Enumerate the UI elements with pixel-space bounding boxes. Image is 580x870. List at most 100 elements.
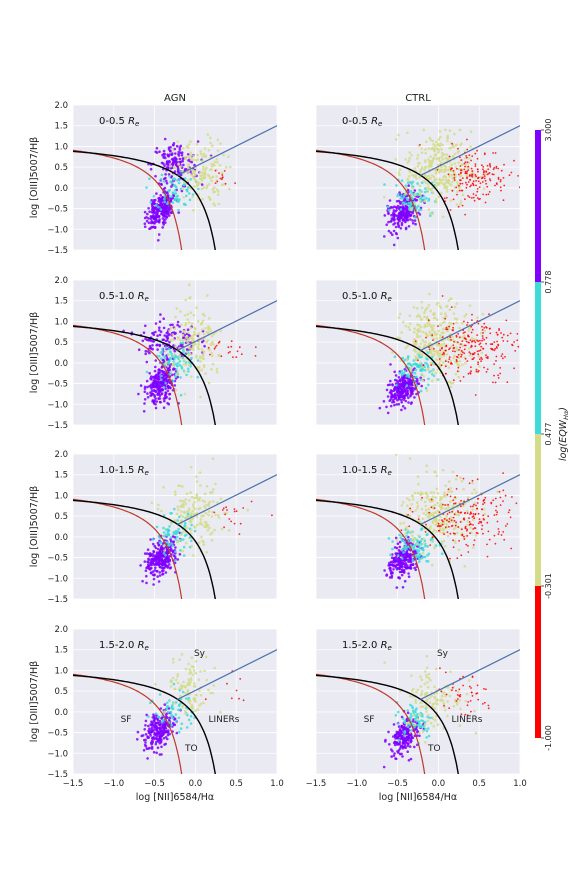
data-point [189, 529, 193, 532]
data-point [182, 358, 186, 362]
data-point [399, 536, 403, 540]
data-point [437, 524, 440, 527]
data-point [224, 182, 227, 185]
data-point [205, 166, 208, 170]
data-point [181, 356, 185, 360]
data-point [400, 223, 404, 227]
data-point [400, 194, 403, 197]
data-point [469, 526, 472, 529]
data-point [405, 534, 408, 538]
data-point [479, 182, 482, 185]
data-point [472, 353, 475, 356]
data-point [414, 537, 418, 541]
data-point [506, 523, 509, 525]
data-point [446, 493, 449, 496]
data-point [184, 541, 188, 545]
data-point [425, 175, 428, 178]
data-point [164, 557, 168, 560]
data-point [212, 684, 216, 687]
data-point [152, 549, 155, 553]
data-point [438, 498, 442, 502]
data-point [151, 339, 154, 343]
y-axis-label: log [OIII]5007/Hβ [29, 312, 40, 393]
y-tick-label: 0.0 [54, 533, 68, 543]
data-point [161, 338, 165, 342]
data-point [202, 332, 206, 336]
data-point [178, 658, 181, 661]
data-point [449, 557, 451, 560]
data-point [428, 370, 431, 374]
y-tick-label: 1.0 [54, 317, 68, 327]
data-point [192, 313, 196, 317]
data-point [489, 164, 491, 167]
data-point [447, 173, 450, 176]
data-point [162, 727, 165, 730]
data-point [218, 172, 220, 175]
data-point [474, 491, 478, 494]
data-point [424, 331, 427, 335]
data-point [164, 349, 168, 353]
data-point [236, 350, 239, 353]
data-point [152, 577, 156, 581]
data-point [409, 218, 412, 221]
data-point [438, 336, 442, 340]
data-point [407, 179, 410, 183]
data-point [451, 381, 455, 385]
data-point [473, 352, 476, 354]
data-point [461, 528, 463, 531]
data-point [420, 318, 423, 322]
data-point [201, 155, 204, 158]
data-point [230, 345, 233, 348]
data-point [145, 216, 148, 219]
data-point [193, 507, 197, 511]
data-point [179, 187, 183, 191]
data-point [482, 332, 484, 334]
region-label-sy: Sy [194, 649, 206, 659]
data-point [190, 356, 193, 360]
data-point [399, 390, 403, 393]
data-point [194, 660, 198, 663]
data-point [433, 311, 436, 315]
data-point [155, 209, 159, 213]
data-point [407, 175, 411, 178]
data-point [413, 219, 417, 222]
data-point [489, 343, 492, 345]
data-point [148, 552, 152, 555]
data-point [475, 370, 478, 373]
data-point [213, 528, 216, 532]
data-point [445, 185, 449, 189]
data-point [398, 191, 401, 194]
data-point [191, 168, 194, 172]
x-axis-label: log [NII]6584/Hα [136, 792, 214, 803]
data-point [445, 304, 449, 308]
data-point [179, 144, 183, 148]
data-point [166, 202, 169, 205]
data-point [475, 531, 478, 534]
data-point [186, 341, 189, 345]
data-point [153, 375, 156, 379]
data-point [220, 527, 224, 531]
data-point [406, 181, 410, 185]
data-point [171, 333, 175, 336]
data-point [186, 339, 189, 342]
data-point [161, 153, 164, 157]
data-point [448, 480, 451, 483]
data-point [437, 170, 441, 174]
data-point [215, 344, 218, 347]
data-point [434, 178, 438, 181]
data-point [472, 524, 474, 526]
data-point [517, 175, 519, 177]
data-point [212, 332, 216, 336]
data-point [414, 358, 418, 362]
data-point [161, 388, 164, 392]
data-point [403, 579, 407, 583]
data-point [187, 367, 190, 371]
data-point [452, 145, 455, 149]
data-point [420, 147, 423, 151]
data-point [197, 678, 201, 681]
data-point [497, 343, 499, 346]
data-point [214, 169, 217, 172]
data-point [430, 498, 433, 501]
data-point [451, 335, 454, 339]
data-point [154, 365, 157, 369]
